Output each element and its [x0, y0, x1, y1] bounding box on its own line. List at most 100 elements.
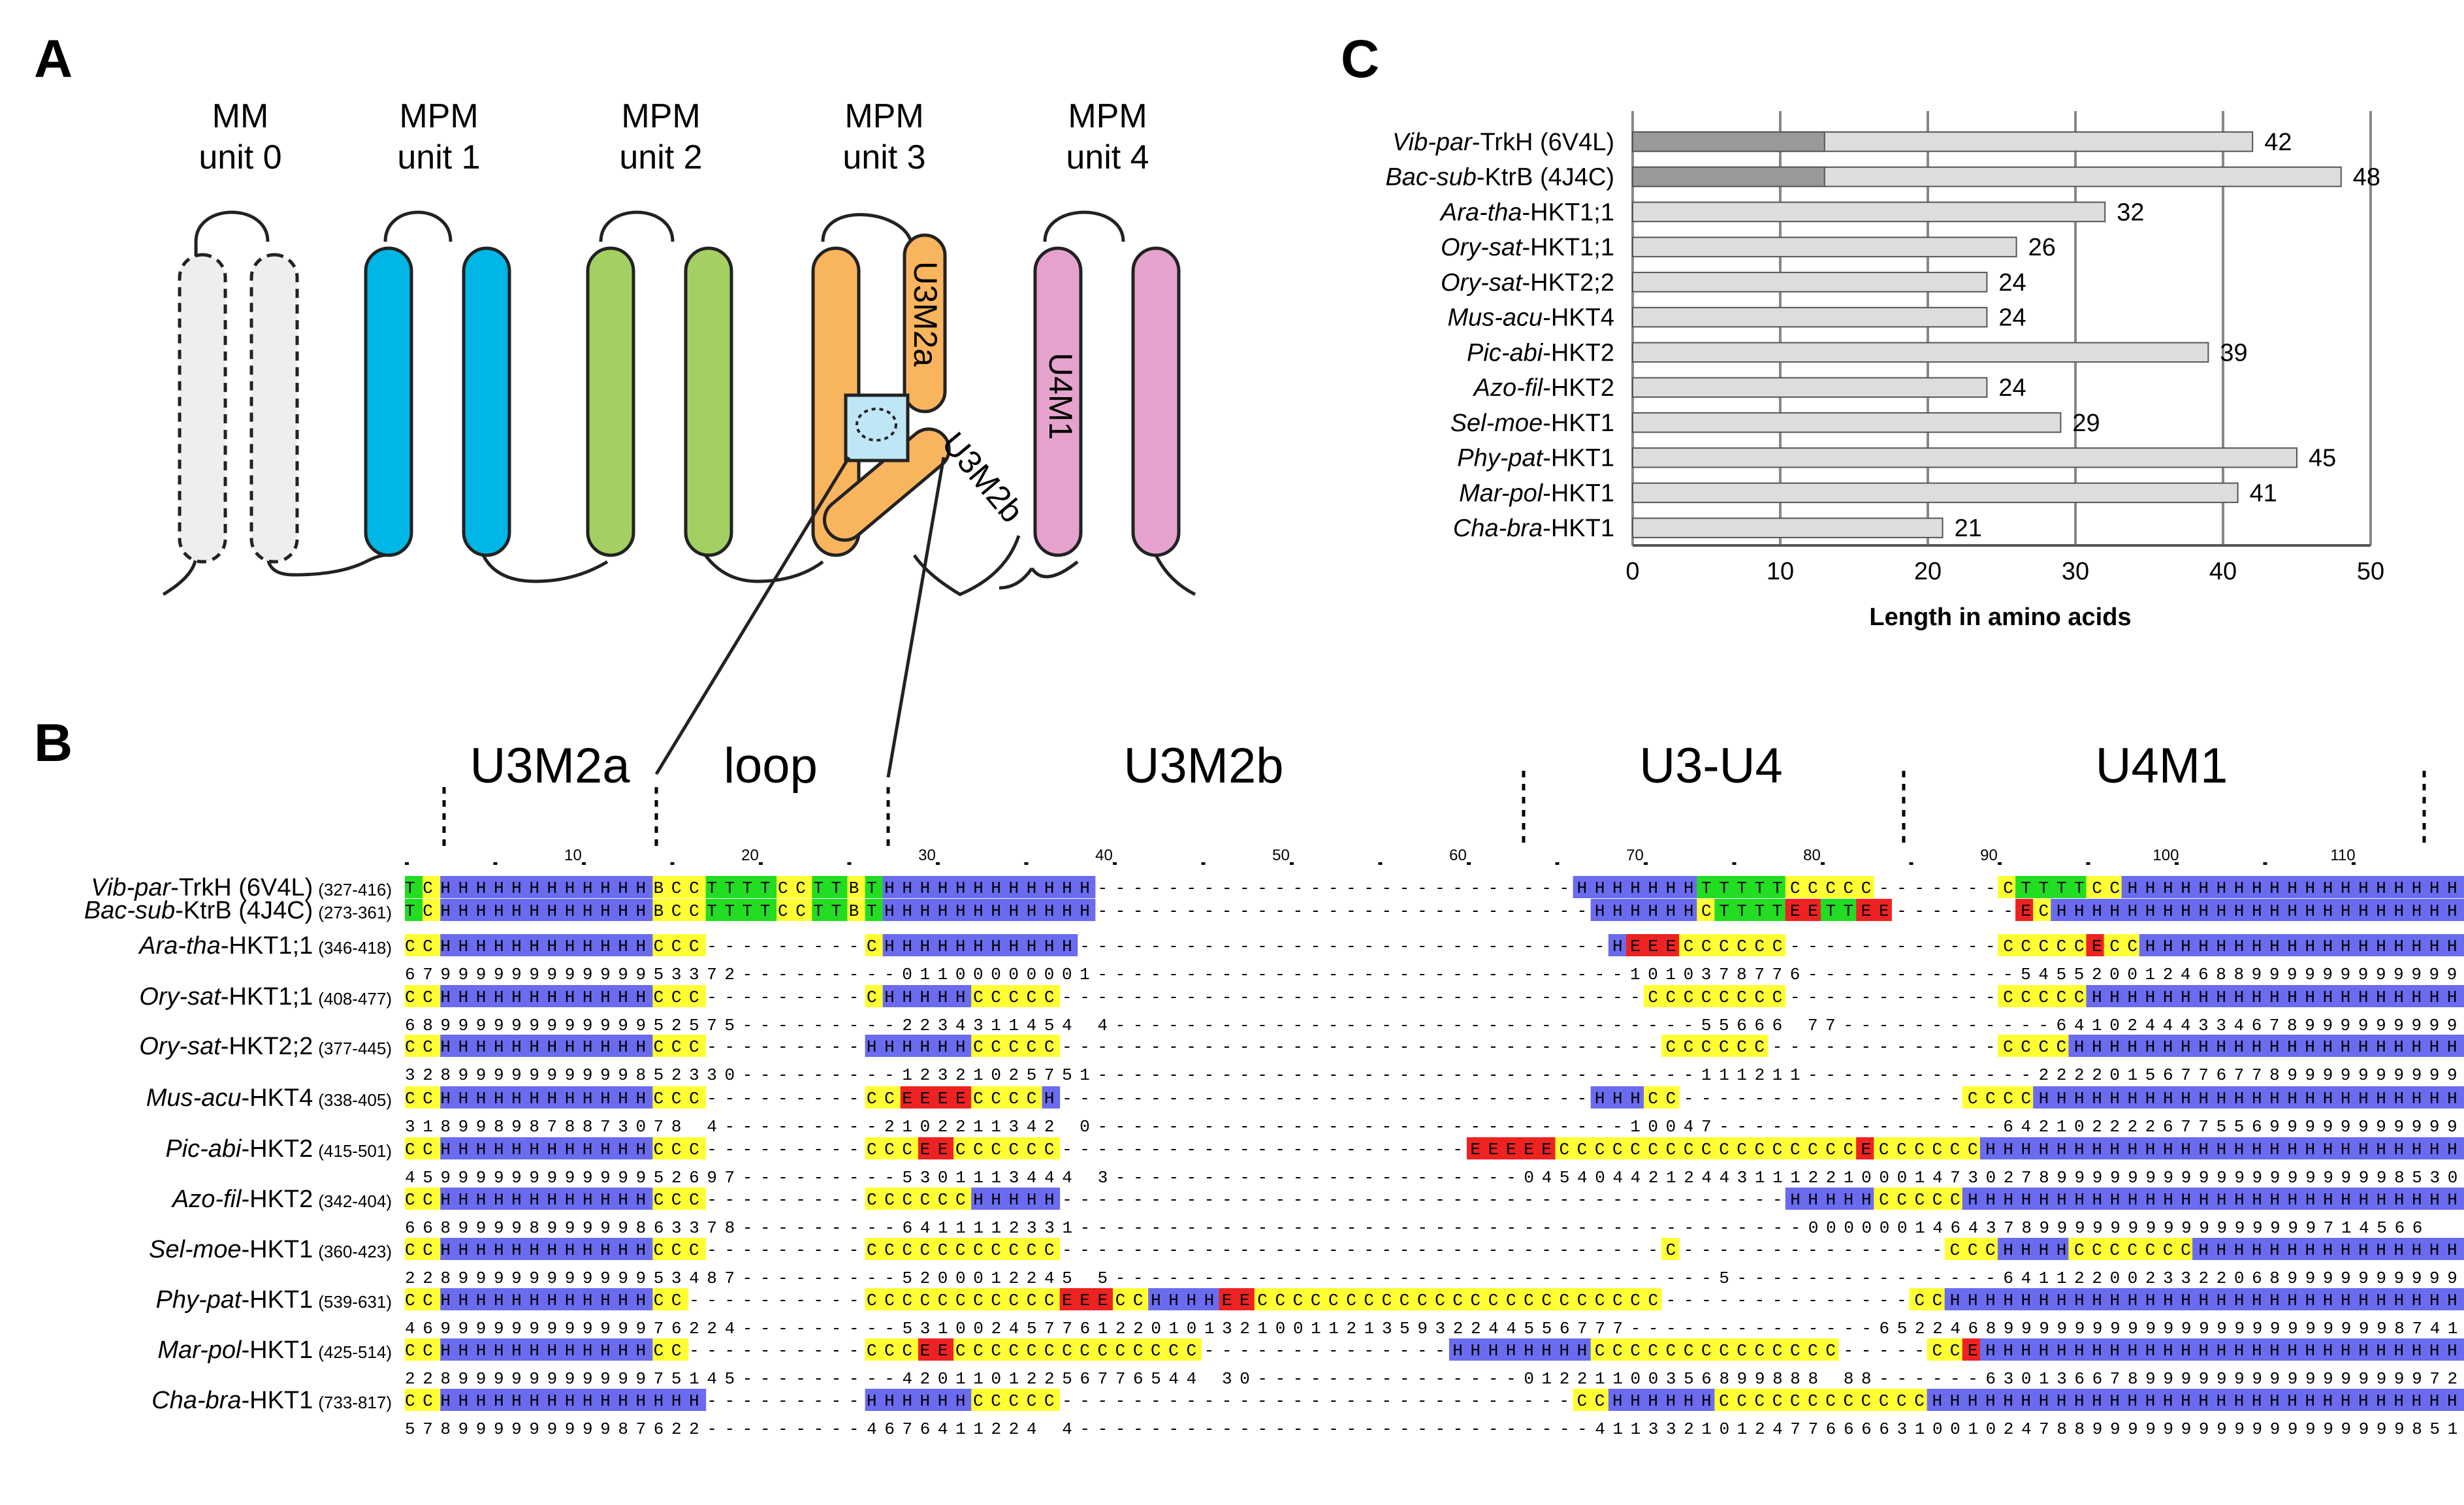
- ss-cell: [741, 899, 760, 921]
- ss-cell: [2333, 1338, 2352, 1361]
- ss-cell: [1113, 1288, 1131, 1310]
- ss-cell: [918, 899, 936, 921]
- ss-cell: [1785, 1338, 1804, 1361]
- ss-cell: [2175, 934, 2193, 956]
- residue-range: (733-817): [318, 1393, 392, 1412]
- ss-cell: [1856, 899, 1874, 921]
- ss-cell: [670, 899, 689, 921]
- ss-cell: [1661, 1086, 1680, 1109]
- ss-cell: [1767, 1338, 1786, 1361]
- ss-cell: [617, 1238, 635, 1260]
- ss-cell: [1750, 899, 1768, 921]
- ss-cell: [2369, 1389, 2388, 1411]
- ss-cell: [1625, 1389, 1644, 1411]
- ss-cell: [670, 985, 689, 1007]
- ss-cell: [989, 1389, 1007, 1411]
- ruler-tick-label: 40: [1095, 847, 1113, 864]
- ss-cell: [2298, 876, 2317, 898]
- ss-cell: [2405, 876, 2423, 898]
- ss-cell: [2015, 1288, 2034, 1310]
- row-label: Cha-bra-HKT1 (733-817): [152, 1387, 392, 1414]
- ss-cell: [918, 1188, 936, 1210]
- ss-cell: [564, 1238, 583, 1260]
- ss-cell: [971, 1188, 989, 1210]
- panel-c-letter: C: [1341, 29, 1379, 89]
- ss-cell: [2316, 899, 2335, 921]
- ss-cell: [2405, 985, 2423, 1007]
- unit-0-helix-1: [178, 253, 227, 564]
- ss-cell: [493, 1238, 512, 1260]
- bar-category-label: Pic-abi-HKT2: [1467, 339, 1614, 366]
- x-tick-label: 10: [1767, 558, 1794, 585]
- ss-cell: [2139, 1238, 2158, 1260]
- ss-cell: [936, 899, 954, 921]
- bar-category-label: Sel-moe-HKT1: [1450, 410, 1614, 437]
- ss-cell: [812, 876, 830, 898]
- region-dividers: [442, 771, 2426, 849]
- ss-cell: [2104, 1188, 2122, 1210]
- ss-cell: [1555, 1137, 1574, 1159]
- ss-cell: [1679, 1035, 1697, 1057]
- ss-cell: [617, 985, 635, 1007]
- ss-cell: [1697, 934, 1715, 956]
- ss-cell: [652, 1288, 671, 1310]
- ss-cell: [2280, 1035, 2299, 1057]
- x-tick-label: 40: [2209, 558, 2237, 585]
- ss-cell: [1484, 1288, 1503, 1310]
- zoom-line-right: [886, 457, 946, 778]
- unit-1-title: MPM: [399, 97, 478, 135]
- ss-cell: [1927, 1389, 1945, 1411]
- ss-cell: [847, 876, 866, 898]
- protein-name: -HKT2: [241, 1135, 313, 1163]
- ss-cell: [1962, 1137, 1981, 1159]
- ss-cell: [688, 934, 707, 956]
- ss-cell: [2280, 1137, 2299, 1159]
- ss-cell: [2369, 1035, 2388, 1057]
- ss-cell: [2033, 1338, 2051, 1361]
- ss-cell: [2192, 899, 2211, 921]
- confidence-scores: 6899999999999952575---------2234311454 4…: [405, 1016, 2464, 1035]
- ss-cell: [1201, 1288, 1220, 1310]
- ss-cell: [1042, 985, 1061, 1007]
- ss-cell: [1767, 899, 1786, 921]
- ss-cell: [900, 1188, 919, 1210]
- ss-cell: [2245, 899, 2264, 921]
- ss-cell: [953, 985, 972, 1007]
- ss-cell: [741, 876, 760, 898]
- ss-cell: [635, 899, 653, 921]
- ss-cell: [1750, 934, 1768, 956]
- ss-cell: [1891, 1137, 1910, 1159]
- ruler-tick-label: 80: [1803, 847, 1821, 864]
- ss-cell: [1750, 876, 1768, 898]
- protein-name: -HKT1;1: [1522, 234, 1614, 261]
- row-label: Mar-pol-HKT1 (425-514): [157, 1336, 392, 1364]
- ss-cell: [2210, 899, 2228, 921]
- ss-sequence: CCHHHHHHHHHHHHCC----------CCCEECCCCCCCCC…: [405, 1341, 2464, 1361]
- ss-cell: [1608, 1338, 1627, 1361]
- ss-cell: [2192, 1086, 2211, 1109]
- ss-cell: [546, 1238, 565, 1260]
- ss-cell: [989, 876, 1007, 898]
- ss-cell: [953, 1389, 972, 1411]
- ss-cell: [2316, 876, 2335, 898]
- ss-cell: [2457, 1086, 2464, 1109]
- residue-range: (377-445): [318, 1039, 392, 1058]
- ss-cell: [405, 1086, 423, 1109]
- alignment-row: Pic-abi-HKT2 (415-501) CCHHHHHHHHHHHHCCC--…: [165, 1135, 2464, 1188]
- ss-cell: [1802, 876, 1821, 898]
- ss-cell: [2387, 1288, 2405, 1310]
- ss-cell: [2175, 1188, 2193, 1210]
- ss-cell: [2333, 1389, 2352, 1411]
- unit-0-subtitle: unit 0: [199, 138, 281, 176]
- ss-cell: [882, 934, 901, 956]
- ss-cell: [900, 1389, 919, 1411]
- bar-value-label: 48: [2353, 164, 2380, 191]
- ss-cell: [1059, 934, 1078, 956]
- ss-cell: [882, 1338, 901, 1361]
- ss-cell: [546, 876, 565, 898]
- ss-cell: [440, 985, 458, 1007]
- ss-cell: [2316, 1188, 2335, 1210]
- ss-cell: [1802, 1188, 1821, 1210]
- ss-cell: [2369, 934, 2388, 956]
- ss-cell: [652, 1188, 671, 1210]
